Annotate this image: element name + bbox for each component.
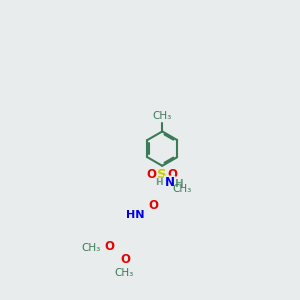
Text: CH₃: CH₃ <box>114 268 133 278</box>
Text: CH₃: CH₃ <box>172 184 191 194</box>
Text: S: S <box>158 168 167 181</box>
Text: N: N <box>165 176 175 190</box>
Text: O: O <box>149 199 159 212</box>
Text: CH₃: CH₃ <box>82 243 101 253</box>
Text: H: H <box>175 178 183 189</box>
Text: O: O <box>147 168 157 181</box>
Text: HN: HN <box>126 210 145 220</box>
Text: H: H <box>155 178 162 187</box>
Text: O: O <box>121 253 130 266</box>
Text: O: O <box>168 168 178 181</box>
Text: O: O <box>104 240 114 253</box>
Text: CH₃: CH₃ <box>153 111 172 121</box>
